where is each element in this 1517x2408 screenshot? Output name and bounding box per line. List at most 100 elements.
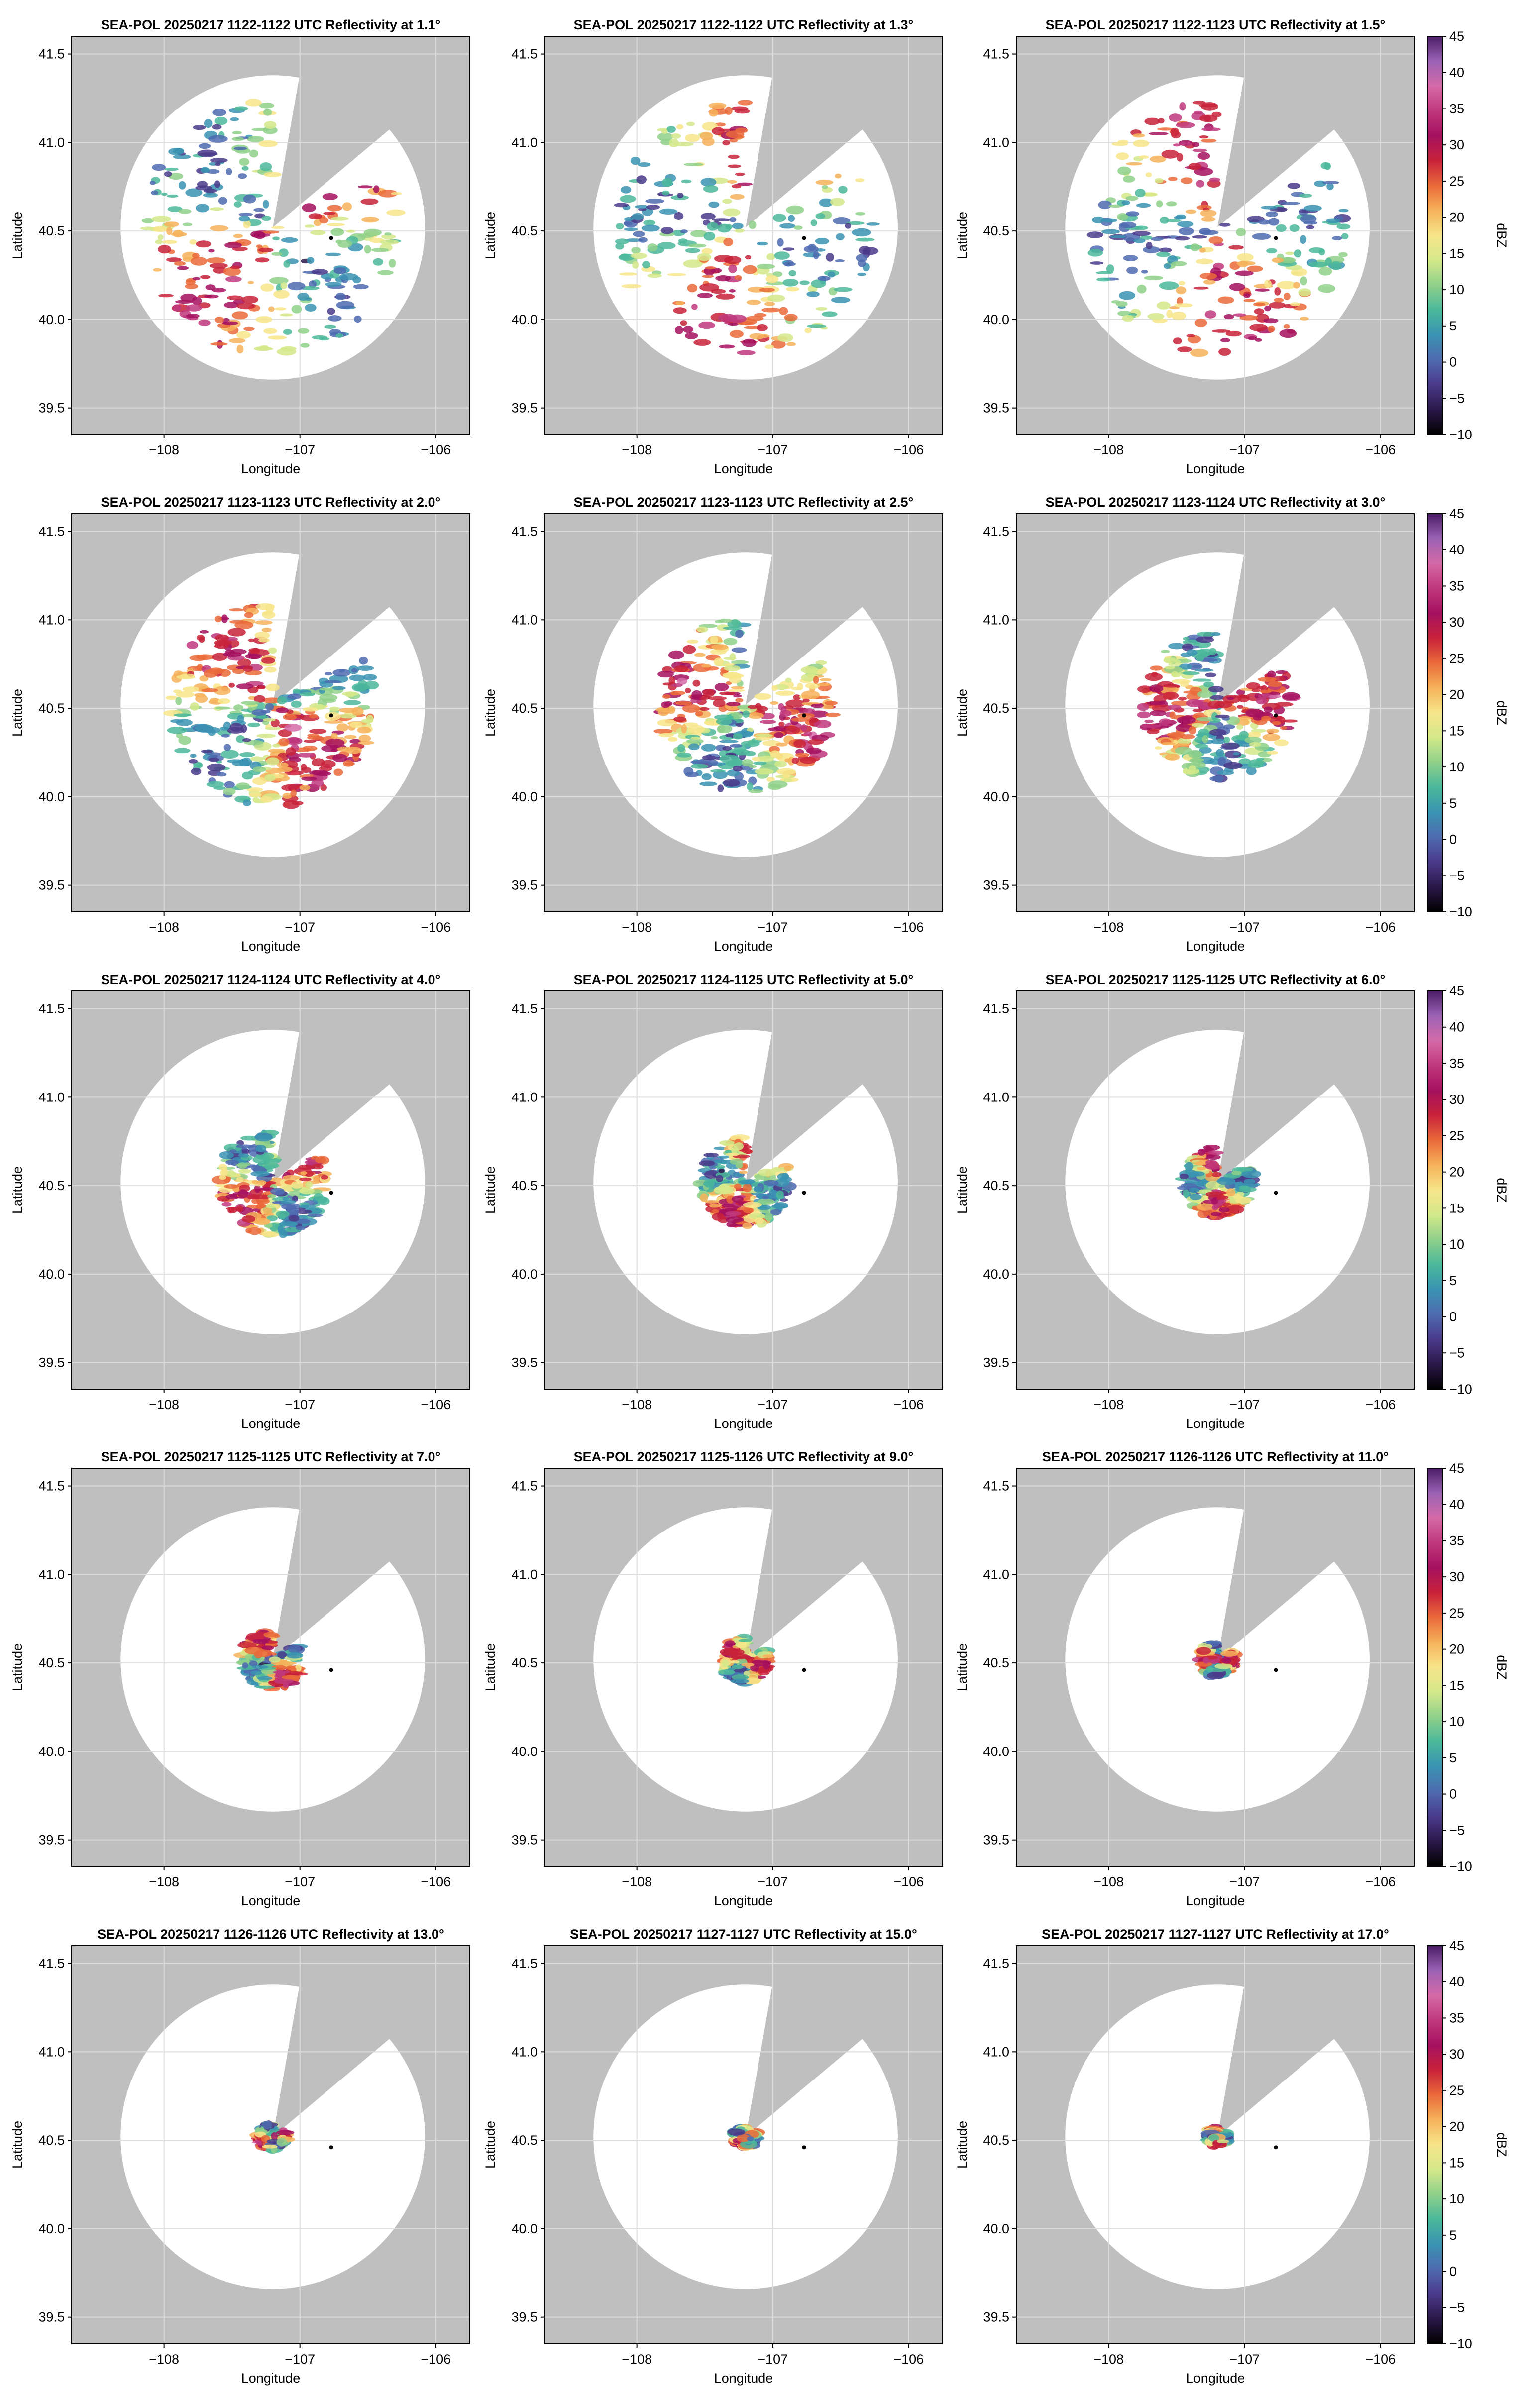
colorbar-tick-label: 40 (1449, 1974, 1464, 1989)
echo-field (717, 1634, 776, 1687)
echo-cell (327, 315, 342, 322)
echo-cell (1174, 216, 1185, 219)
echo-cell (657, 242, 676, 249)
echo-cell (1205, 672, 1216, 677)
echo-cell (703, 185, 719, 193)
echo-cell (677, 193, 684, 199)
echo-cell (158, 245, 171, 254)
echo-cell (1227, 697, 1234, 700)
axes-frame (71, 990, 470, 1390)
echo-cell (635, 205, 649, 209)
echo-field (1175, 1144, 1261, 1221)
y-tick-label: 39.5 (511, 2310, 538, 2325)
echo-cell (766, 777, 775, 782)
echo-cell (772, 214, 786, 222)
echo-cell (278, 738, 290, 746)
site-marker (1274, 1191, 1278, 1195)
echo-cell (298, 1204, 316, 1209)
echo-cell (697, 293, 713, 298)
echo-cell (312, 1163, 324, 1170)
echo-cell (703, 232, 716, 241)
site-marker (1274, 2145, 1278, 2150)
echo-cell (168, 148, 184, 155)
echo-cell (1206, 1666, 1213, 1672)
echo-cell (221, 734, 230, 738)
echo-cell (249, 1660, 258, 1666)
echo-cell (1122, 315, 1134, 322)
echo-cell (228, 682, 235, 688)
echo-cell (729, 1653, 748, 1659)
echo-cell (714, 657, 724, 666)
y-tick-label: 41.0 (511, 1090, 538, 1104)
echo-cell (319, 337, 329, 341)
echo-cell (244, 1646, 264, 1655)
echo-cell (1197, 690, 1213, 698)
echo-cell (1268, 325, 1275, 333)
echo-cell (721, 1204, 736, 1207)
echo-cell (205, 284, 216, 291)
echo-cell (1164, 263, 1171, 269)
echo-cell (258, 140, 278, 147)
site-marker (1274, 713, 1278, 718)
axes-frame (71, 36, 470, 435)
echo-cell (1317, 284, 1335, 293)
echo-cell (319, 217, 328, 224)
echo-cell (859, 246, 871, 255)
echo-cell (825, 712, 841, 717)
echo-cell (699, 781, 717, 786)
x-tick-label: −107 (758, 1874, 788, 1889)
echo-cell (1282, 692, 1300, 700)
echo-cell (359, 657, 368, 665)
y-tick-label: 41.5 (38, 1479, 65, 1494)
echo-cell (712, 770, 728, 779)
echo-cell (708, 201, 720, 208)
echo-cell (806, 291, 820, 297)
echo-cell (704, 1170, 720, 1179)
echo-cell (1148, 132, 1169, 135)
echo-cell (1196, 717, 1216, 721)
x-tick-label: −106 (1365, 1874, 1396, 1889)
echo-cell (263, 328, 277, 334)
echo-cell (690, 764, 709, 769)
echo-cell (176, 733, 183, 739)
echo-cell (1188, 163, 1201, 170)
y-tick-label: 40.0 (983, 1267, 1009, 1282)
echo-cell (1197, 1167, 1206, 1171)
echo-cell (1206, 1154, 1215, 1158)
echo-cell (256, 244, 263, 248)
echo-cell (819, 198, 834, 207)
echo-cell (193, 125, 206, 130)
echo-cell (1192, 148, 1207, 152)
echo-cell (748, 789, 763, 793)
site-marker (802, 2145, 806, 2150)
echo-cell (1279, 329, 1297, 338)
y-tick-label: 40.5 (511, 1178, 538, 1193)
echo-cell (1163, 657, 1177, 664)
echo-cell (158, 294, 174, 298)
radar-panel: SEA-POL 20250217 1122-1122 UTC Reflectiv… (483, 17, 943, 476)
echo-cell (357, 665, 374, 671)
echo-cell (1177, 716, 1196, 724)
echo-cell (1177, 221, 1194, 227)
echo-cell (1125, 196, 1138, 201)
site-marker (802, 236, 806, 240)
echo-cell (662, 190, 669, 196)
y-tick-label: 41.5 (983, 1479, 1009, 1494)
y-axis-label: Latitude (955, 1166, 970, 1214)
echo-cell (1198, 104, 1218, 108)
echo-cell (719, 755, 740, 763)
echo-cell (698, 321, 715, 329)
echo-cell (201, 688, 218, 692)
echo-cell (243, 326, 255, 331)
echo-cell (808, 717, 818, 723)
echo-cell (855, 178, 865, 182)
echo-cell (728, 154, 740, 159)
echo-cell (172, 230, 184, 237)
echo-cell (295, 1664, 302, 1672)
echo-cell (734, 275, 742, 280)
echo-cell (1166, 310, 1173, 318)
echo-cell (714, 683, 729, 691)
echo-cell (1209, 177, 1220, 182)
echo-cell (1152, 704, 1172, 712)
echo-cell (190, 754, 197, 758)
